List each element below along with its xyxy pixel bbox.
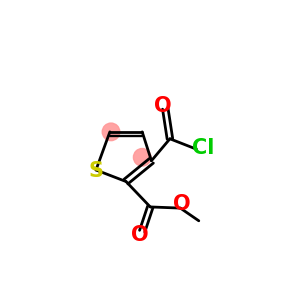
Text: O: O xyxy=(173,194,190,214)
Circle shape xyxy=(134,148,151,166)
Circle shape xyxy=(102,123,120,141)
Text: O: O xyxy=(154,97,171,116)
Text: Cl: Cl xyxy=(192,138,214,158)
Text: S: S xyxy=(88,161,104,181)
Text: O: O xyxy=(131,225,149,245)
